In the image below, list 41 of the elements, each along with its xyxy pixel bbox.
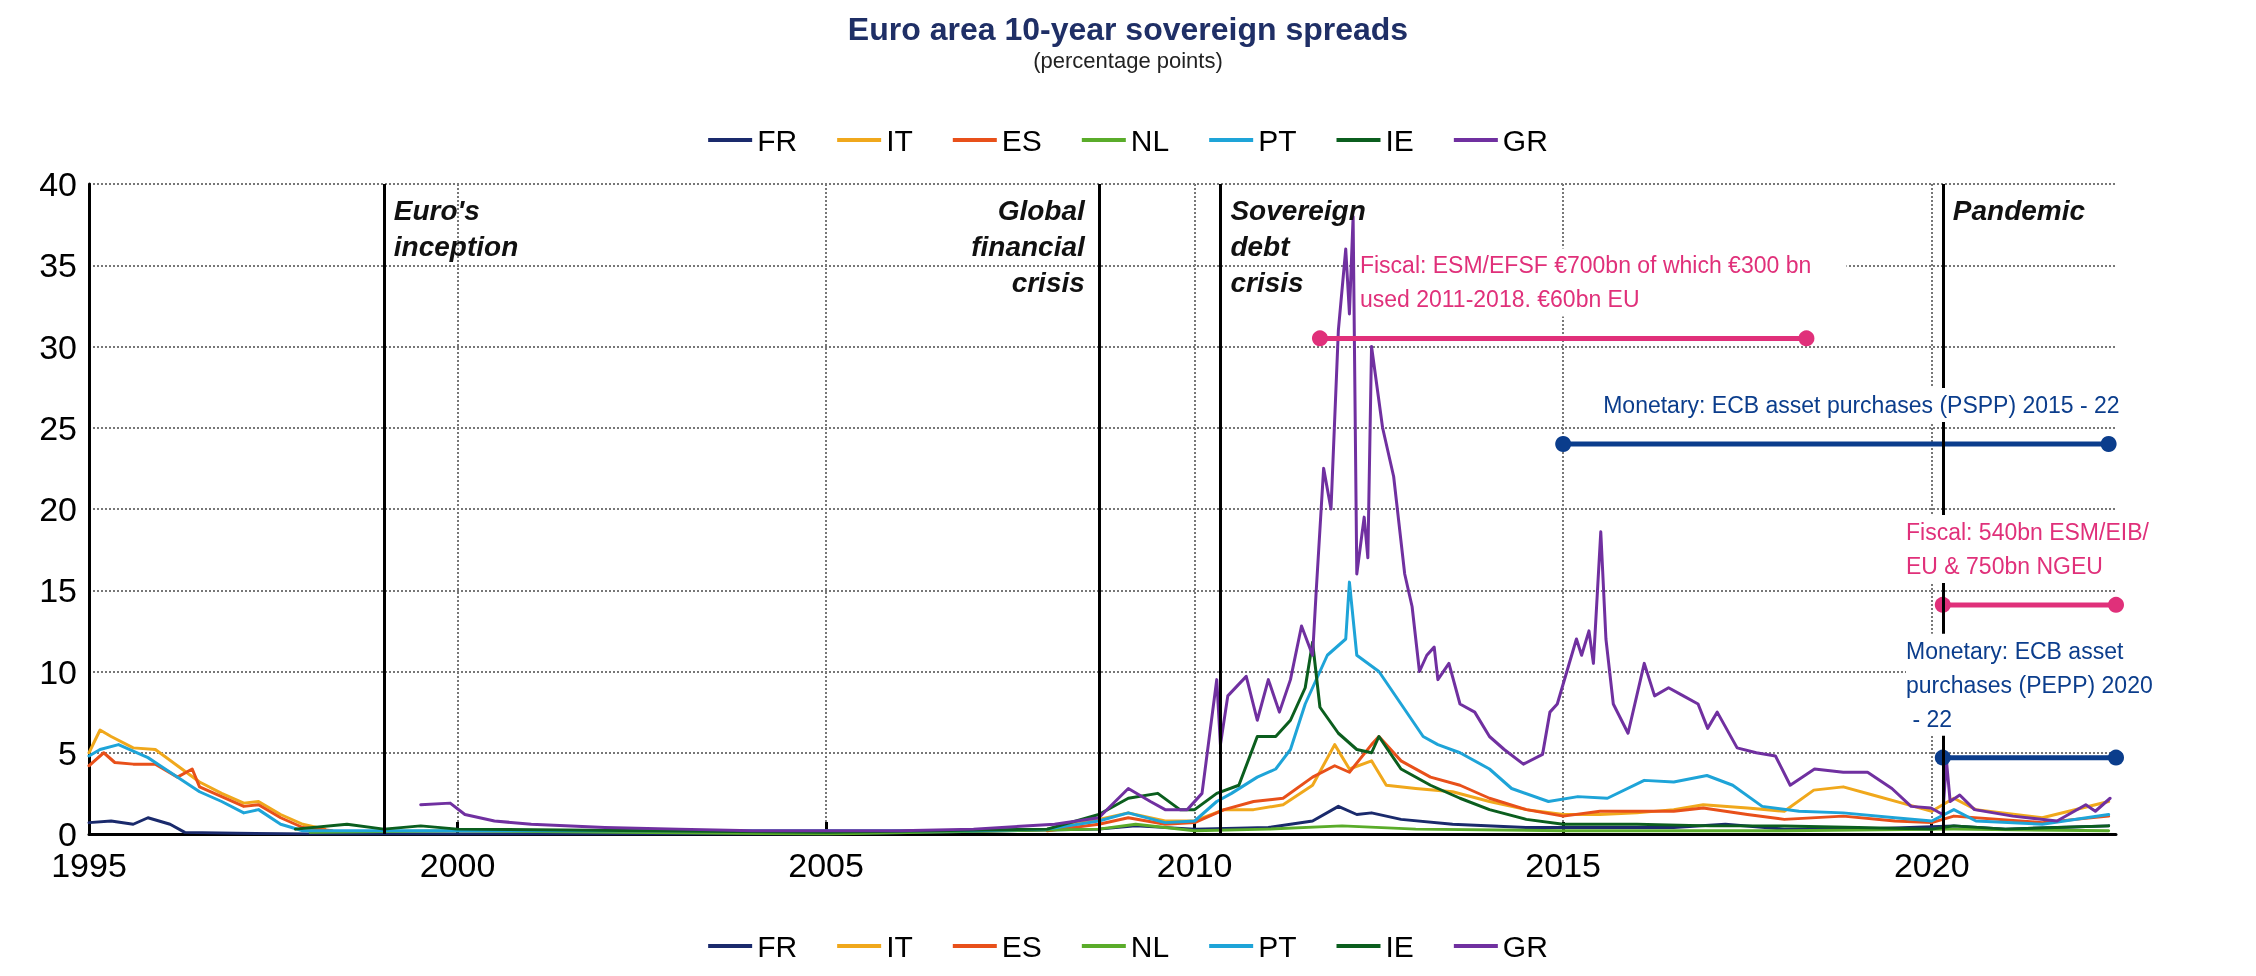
point xyxy=(1798,330,1815,347)
text: ES xyxy=(1001,123,1042,157)
y-tick-label: 40 xyxy=(39,165,77,203)
series-label: Monetary: ECB asset purchases (PSPP) 2015 - 22 xyxy=(1603,392,2120,418)
legend-label: PT xyxy=(1258,929,1297,963)
legend-label: GR xyxy=(1502,123,1548,157)
point xyxy=(2100,436,2117,452)
ref-line-label: Global financial crisis xyxy=(971,194,1087,298)
y-tick-label: 10 xyxy=(39,652,77,691)
text: IE xyxy=(1385,123,1414,157)
x-tick-label: 2010 xyxy=(1156,846,1233,884)
point xyxy=(2108,749,2124,766)
y-tick-label: 35 xyxy=(39,246,77,285)
series-label: Fiscal: 540bn ESM/EIB/ EU & 750bn NGEU xyxy=(1906,518,2156,579)
y-tick-label: 20 xyxy=(39,490,77,528)
text: IT xyxy=(886,123,913,157)
text: GR xyxy=(1502,929,1548,963)
legend-label: ES xyxy=(1001,929,1042,963)
series-label: Monetary: ECB asset purchases (PEPP) 2020 - 22 xyxy=(1906,637,2153,732)
text: FR xyxy=(757,123,798,157)
x-tick-label: 2005 xyxy=(788,846,864,884)
y-tick-label: 15 xyxy=(39,571,77,610)
x-tick-label: 2000 xyxy=(419,846,496,884)
ref-line-label: Pandemic xyxy=(1952,194,2086,226)
x-tick-label: 2020 xyxy=(1893,846,1970,884)
legend-label: IE xyxy=(1385,929,1414,963)
point xyxy=(1311,330,1328,347)
chart-title: Euro area 10-year sovereign spreads xyxy=(847,11,1409,47)
y-tick-label: 5 xyxy=(58,733,77,772)
legend-label: NL xyxy=(1130,929,1170,963)
text: NL xyxy=(1130,123,1170,157)
x-tick-label: 2015 xyxy=(1525,846,1601,884)
point xyxy=(2108,596,2124,613)
legend-label: IT xyxy=(886,929,913,963)
y-tick-label: 25 xyxy=(39,408,77,447)
y-tick-label: 30 xyxy=(39,327,77,366)
text: PT xyxy=(1258,123,1297,157)
legend-label: FR xyxy=(757,929,798,963)
ref-line-label: Euro's inception xyxy=(393,194,519,262)
point xyxy=(1555,436,1572,452)
chart-subtitle: (percentage points) xyxy=(1033,47,1223,73)
